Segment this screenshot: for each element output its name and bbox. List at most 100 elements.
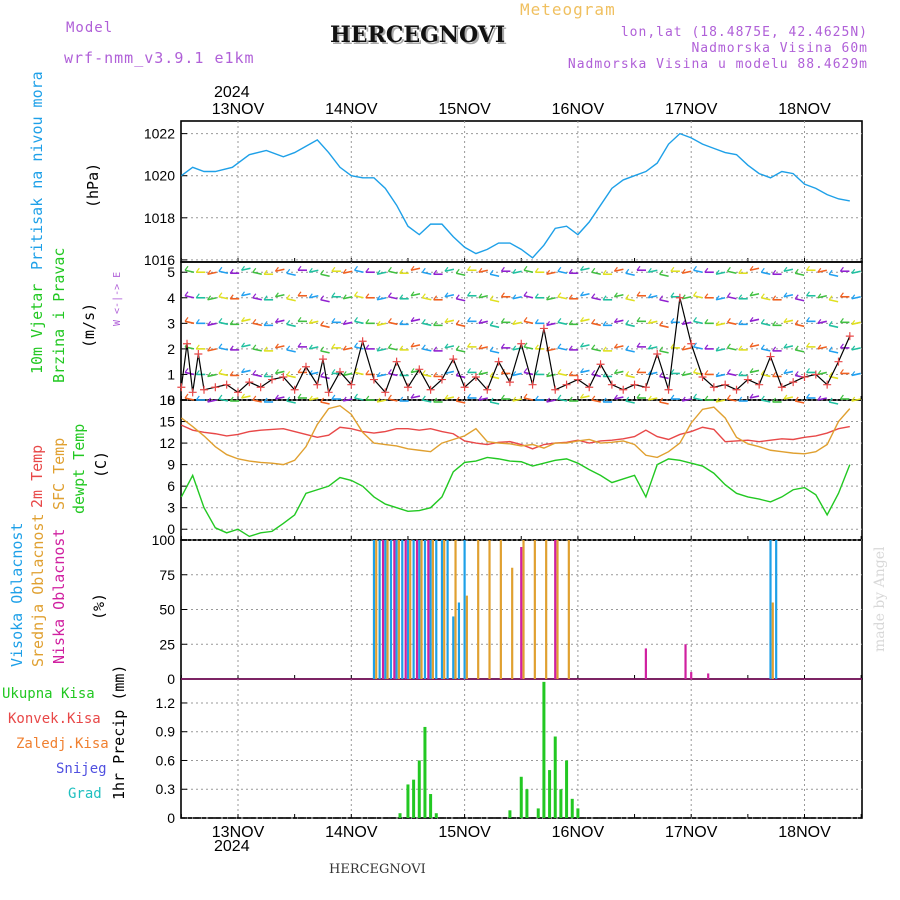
wind-barb-feather [534, 318, 539, 324]
wind-barb [489, 273, 500, 278]
wind-barb [218, 270, 229, 275]
wind-barb [388, 372, 398, 377]
wind-barb-feather [806, 393, 810, 399]
wind-ytick-label: 0 [167, 392, 175, 408]
precip-total-bar [423, 726, 427, 818]
wind-barb [546, 399, 556, 403]
page-subtitle: Meteogram [520, 0, 616, 19]
wind-barb [207, 296, 217, 301]
wind-barb [557, 347, 568, 351]
wind-barb-feather [274, 317, 279, 323]
wind-barb [648, 320, 658, 325]
wind-barb-feather [659, 269, 664, 275]
wind-barb-feather [726, 292, 731, 298]
wind-barb [241, 318, 251, 323]
wind-barb-feather [421, 293, 426, 299]
wind-barb [422, 348, 432, 352]
precip-ytick-label: 0.3 [156, 781, 176, 797]
precip-total-bar [548, 770, 552, 818]
wind-barb-feather [568, 396, 573, 402]
temp-ytick-label: 6 [167, 478, 175, 494]
wind-barb-feather [772, 320, 777, 326]
wind-gust-marker [460, 383, 469, 392]
wind-barb-feather [274, 394, 279, 400]
wind-barb-feather [207, 397, 212, 403]
wind-barb-feather [749, 393, 754, 399]
wind-barb [388, 270, 398, 275]
wind-barb-feather [817, 267, 822, 273]
wind-gust-marker [698, 373, 707, 381]
wind-barb [749, 292, 760, 297]
wind-barb-feather [263, 372, 268, 377]
wind-gust-marker [528, 380, 537, 389]
temp-ytick-label: 9 [167, 457, 175, 473]
wind-barb-feather [184, 265, 189, 271]
wind-barb [354, 346, 364, 350]
pressure-frame [180, 120, 863, 263]
wind-barb-feather [851, 268, 856, 274]
wind-barb-feather [602, 295, 607, 301]
wind-barb-feather [410, 393, 415, 399]
wind-barb [478, 294, 488, 299]
wind-barb-feather [229, 396, 234, 402]
wind-barb-feather [794, 371, 799, 376]
wind-barb-feather [613, 343, 618, 349]
precip-total-bar [406, 784, 410, 818]
wind-barb-feather [207, 372, 212, 377]
wind-barb-feather [376, 372, 381, 377]
wind-barb-feather [286, 319, 291, 325]
precip-conv-label: Konvek.Kisa [8, 711, 101, 727]
wind-barb-feather [421, 318, 426, 324]
wind-barb-feather [546, 295, 551, 301]
wind-barb-feather [783, 343, 788, 349]
wind-barb-feather [365, 395, 370, 401]
date-label-top: 18NOV [778, 101, 831, 118]
wind-gust-marker [777, 383, 786, 392]
wind-barb-feather [489, 372, 494, 377]
wind-gust-marker [596, 360, 605, 369]
wind-barb-feather [817, 318, 822, 324]
precip-total-bar [536, 808, 540, 818]
wind-gust-marker [347, 380, 356, 389]
wind-barb-feather [760, 293, 765, 299]
wind-barb [275, 268, 285, 273]
wind-barb-feather [433, 397, 438, 403]
wind-barb [727, 372, 737, 377]
wind-barb [343, 295, 353, 300]
wind-barb-feather [523, 393, 528, 399]
temp-frame [180, 399, 863, 541]
wind-barb-feather [433, 269, 438, 275]
wind-barb-feather [467, 265, 471, 271]
wind-barb-feather [806, 291, 810, 297]
wind-gust-marker [823, 380, 832, 389]
temp-ytick-label: 18 [159, 392, 175, 408]
wind-ytick-label: 5 [167, 264, 175, 280]
wind-barb [410, 395, 421, 399]
wind-barb-feather [252, 267, 257, 273]
wind-barb-feather [828, 397, 833, 403]
wind-barb [761, 399, 771, 403]
wind-barb [286, 400, 296, 404]
wind-barb-feather [365, 370, 370, 375]
wind-barb-feather [478, 395, 483, 401]
wind-barb-feather [726, 369, 731, 374]
wind-barb-feather [625, 396, 630, 402]
wind-barb [376, 296, 387, 301]
wind-barb-feather [218, 343, 223, 349]
wind-barb-feather [376, 346, 381, 352]
wind-gust-marker [335, 367, 344, 376]
wind-barb-feather [557, 394, 562, 400]
wind-barb-feather [726, 317, 731, 323]
wind-barb-feather [580, 393, 584, 399]
cloud-ytick-label: 100 [152, 532, 176, 548]
wind-barb [207, 322, 217, 327]
wind-barb [648, 269, 658, 274]
model-elevation-label: Nadmorska Visina u modelu 88.4629m [567, 57, 868, 72]
wind-barb-feather [568, 319, 573, 325]
wind-barb [489, 324, 500, 329]
wind-barb-feather [625, 371, 630, 376]
wind-barb [320, 375, 330, 380]
wind-barb-feather [613, 292, 618, 298]
wind-gust-marker [279, 373, 288, 381]
wind-gust-marker [653, 350, 662, 358]
